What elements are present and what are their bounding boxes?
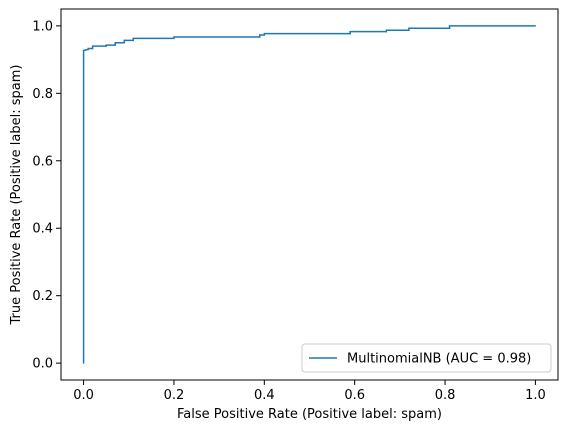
- roc-point: [448, 27, 451, 29]
- roc-point: [263, 34, 265, 36]
- roc-point: [87, 47, 89, 50]
- roc-point: [448, 25, 451, 27]
- series-layer: [82, 25, 537, 364]
- y-tick-label: 0.0: [32, 357, 53, 372]
- y-tick-label: 0.2: [32, 289, 53, 304]
- roc-point: [105, 44, 107, 46]
- legend: MultinomialNB (AUC = 0.98): [301, 343, 552, 373]
- roc-point: [92, 47, 94, 50]
- roc-point: [385, 29, 387, 31]
- roc-point: [173, 36, 175, 38]
- roc-point: [385, 31, 387, 33]
- roc-point: [82, 362, 85, 364]
- roc-point: [173, 37, 175, 39]
- roc-point: [105, 45, 107, 47]
- x-tick-label: 0.4: [254, 388, 275, 403]
- y-tick-label: 1.0: [32, 19, 53, 34]
- roc-point: [87, 48, 89, 51]
- x-tick-label: 1.0: [525, 388, 546, 403]
- roc-point: [114, 42, 116, 44]
- roc-point: [132, 37, 134, 39]
- legend-label: MultinomialNB (AUC = 0.98): [347, 352, 531, 367]
- roc-point: [349, 31, 351, 33]
- roc-point: [263, 33, 265, 35]
- roc-point: [408, 27, 410, 29]
- roc-point: [534, 25, 537, 27]
- roc-point: [123, 42, 125, 44]
- x-tick-label: 0.0: [73, 388, 94, 403]
- roc-point: [132, 39, 134, 41]
- legend-box: [301, 343, 552, 373]
- x-tick-label: 0.2: [164, 388, 185, 403]
- plot-frame: [60, 8, 559, 381]
- roc-point: [259, 34, 261, 36]
- roc-point: [123, 39, 125, 41]
- roc-point: [349, 33, 351, 35]
- roc-point: [408, 29, 410, 31]
- roc-point: [92, 45, 94, 47]
- roc-point: [114, 44, 116, 46]
- y-tick-label: 0.6: [32, 154, 53, 169]
- y-axis: 0.0 0.2 0.4 0.6 0.8 1.0: [32, 19, 61, 372]
- y-tick-label: 0.8: [32, 87, 53, 102]
- y-axis-label: True Positive Rate (Positive label: spam…: [9, 65, 24, 326]
- x-axis-label: False Positive Rate (Positive label: spa…: [177, 407, 442, 422]
- x-axis: 0.0 0.2 0.4 0.6 0.8 1.0: [73, 380, 546, 403]
- roc-point: [82, 49, 85, 52]
- x-tick-label: 0.8: [435, 388, 456, 403]
- roc-point: [259, 36, 261, 38]
- x-tick-label: 0.6: [344, 388, 365, 403]
- plot-area: [61, 9, 558, 380]
- y-tick-label: 0.4: [32, 222, 53, 237]
